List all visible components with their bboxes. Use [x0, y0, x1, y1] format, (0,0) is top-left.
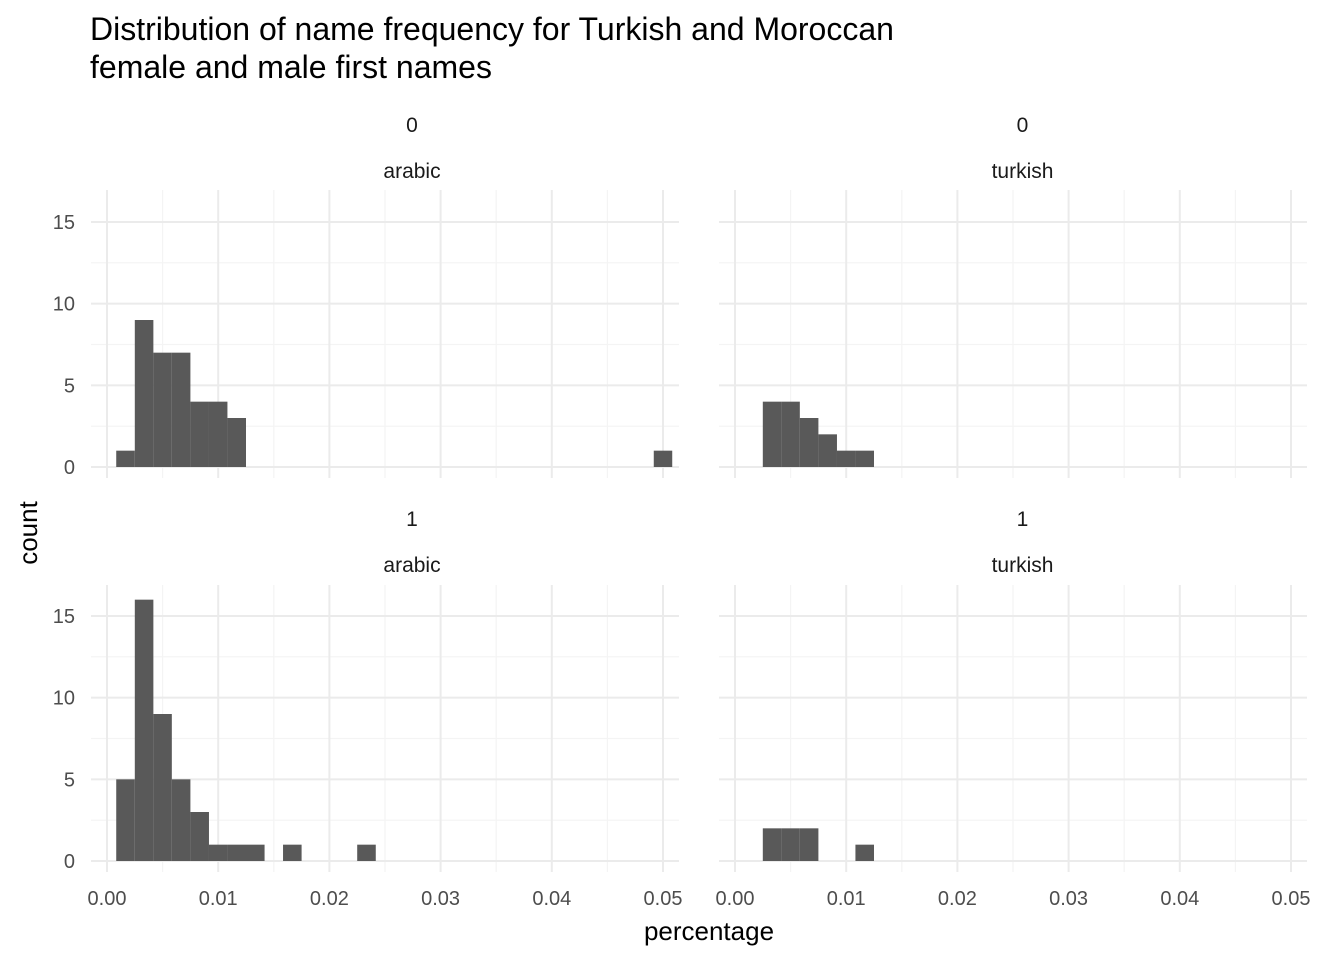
- histogram-bar: [836, 450, 856, 467]
- y-tick-label: 10: [53, 688, 75, 710]
- histogram-bar: [855, 844, 874, 861]
- histogram-bar: [171, 352, 191, 467]
- chart-title-line-2: female and male first names: [90, 49, 492, 85]
- histogram-bar: [762, 401, 782, 467]
- histogram-bar: [762, 828, 782, 861]
- histogram-bar: [246, 844, 265, 861]
- chart-title-line-1: Distribution of name frequency for Turki…: [90, 11, 894, 47]
- y-tick-label: 15: [53, 212, 75, 234]
- histogram-bar: [116, 450, 135, 467]
- facet-strip-top: 0: [1017, 114, 1029, 137]
- histogram-bar: [227, 418, 246, 467]
- x-tick-label: 0.01: [827, 888, 866, 910]
- x-tick-label: 0.01: [199, 888, 238, 910]
- histogram-bar: [799, 418, 819, 467]
- y-tick-label: 10: [53, 294, 75, 316]
- x-tick-label: 0.03: [421, 888, 460, 910]
- histogram-bar: [283, 844, 302, 861]
- histogram-bar: [153, 714, 172, 861]
- histogram-bar: [781, 828, 800, 861]
- facet-strip-bottom: arabic: [383, 554, 440, 577]
- histogram-bar: [134, 320, 154, 467]
- histogram-bar: [818, 434, 837, 467]
- x-tick-label: 0.05: [644, 888, 683, 910]
- histogram-bar: [227, 844, 246, 861]
- histogram-bar: [208, 844, 228, 861]
- x-axis-title: percentage: [644, 916, 774, 946]
- facet-strip-top: 1: [406, 508, 418, 531]
- facet-strip-bottom: turkish: [992, 554, 1054, 577]
- histogram-bar: [799, 828, 819, 861]
- x-tick-label: 0.00: [716, 888, 755, 910]
- histogram-bar: [208, 401, 228, 467]
- y-tick-label: 5: [64, 375, 75, 397]
- histogram-bar: [153, 352, 172, 467]
- y-tick-label: 0: [64, 457, 75, 479]
- histogram-bar: [855, 450, 874, 467]
- y-tick-label: 5: [64, 769, 75, 791]
- histogram-bar: [190, 401, 209, 467]
- x-tick-label: 0.02: [938, 888, 977, 910]
- x-tick-label: 0.00: [88, 888, 127, 910]
- histogram-bar: [190, 812, 209, 861]
- y-tick-label: 15: [53, 606, 75, 628]
- y-axis-title: count: [13, 500, 43, 564]
- chart-title: Distribution of name frequency for Turki…: [90, 10, 894, 86]
- histogram-bar: [116, 779, 135, 861]
- x-tick-label: 0.04: [1160, 888, 1199, 910]
- histogram-bar: [171, 779, 191, 861]
- x-tick-label: 0.02: [310, 888, 349, 910]
- x-tick-label: 0.04: [532, 888, 571, 910]
- x-tick-label: 0.05: [1272, 888, 1311, 910]
- histogram-bar: [781, 401, 800, 467]
- histogram-bar: [134, 599, 154, 861]
- histogram-bar: [357, 844, 376, 861]
- facet-strip-bottom: arabic: [383, 160, 440, 183]
- facet-strip-bottom: turkish: [992, 160, 1054, 183]
- histogram-bar: [653, 450, 673, 467]
- x-tick-label: 0.03: [1049, 888, 1088, 910]
- y-tick-label: 0: [64, 851, 75, 873]
- facet-strip-top: 1: [1017, 508, 1029, 531]
- facet-strip-top: 0: [406, 114, 418, 137]
